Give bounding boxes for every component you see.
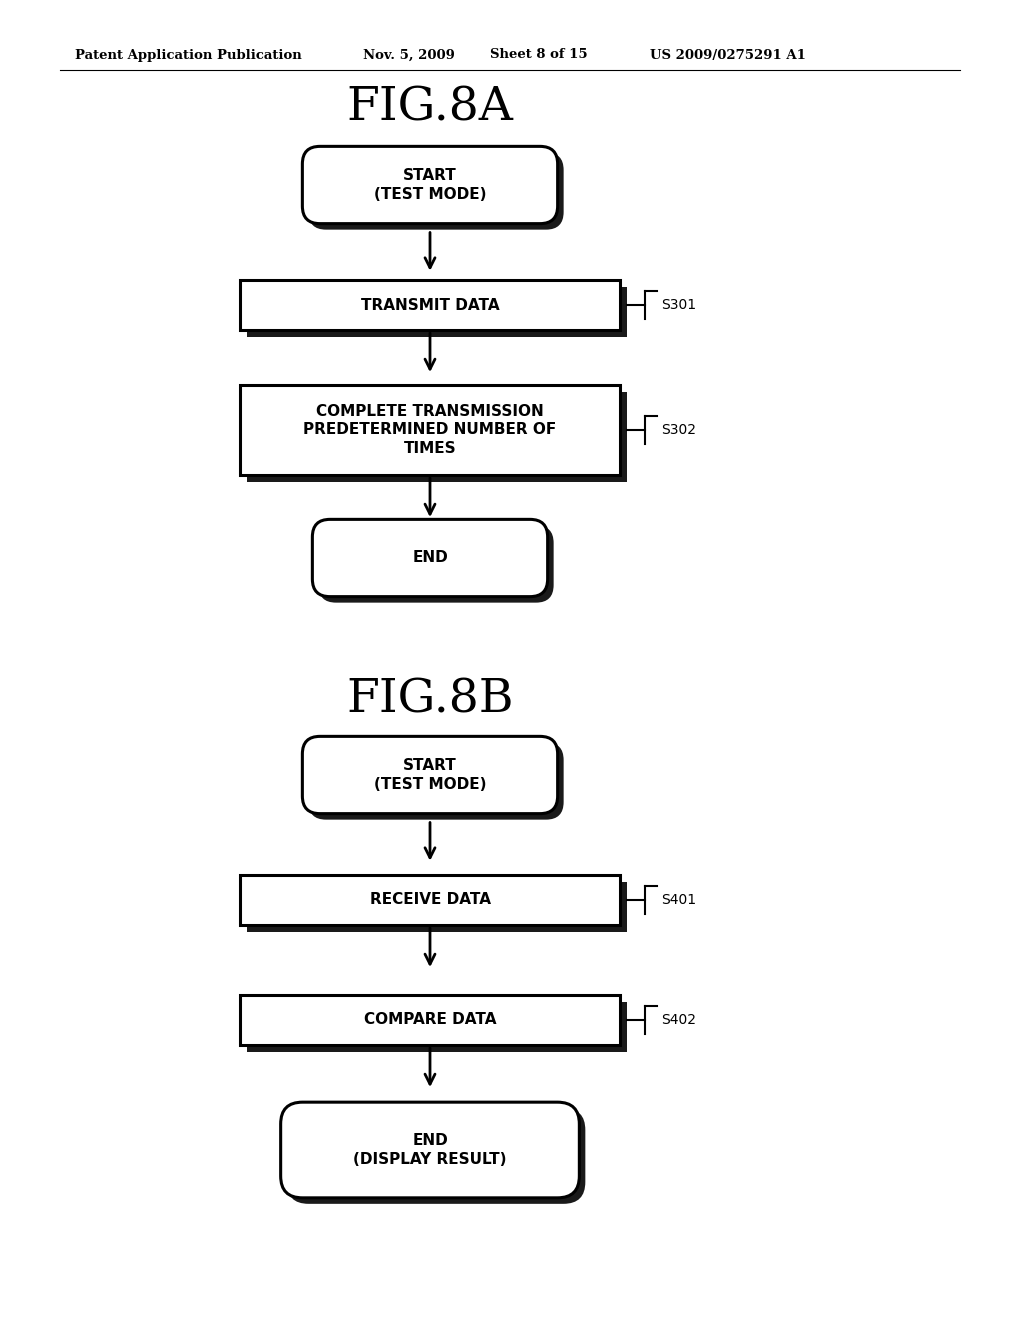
Text: RECEIVE DATA: RECEIVE DATA (370, 892, 490, 908)
Bar (240, 875, 620, 925)
FancyBboxPatch shape (287, 1109, 586, 1204)
Bar (247, 286, 627, 337)
Text: S402: S402 (662, 1012, 696, 1027)
Text: S401: S401 (662, 894, 696, 907)
FancyBboxPatch shape (318, 525, 554, 603)
Text: FIG.8A: FIG.8A (346, 86, 513, 131)
FancyBboxPatch shape (308, 742, 563, 820)
FancyBboxPatch shape (302, 737, 558, 813)
Bar (247, 882, 627, 932)
FancyBboxPatch shape (281, 1102, 580, 1197)
FancyBboxPatch shape (308, 152, 563, 230)
Text: Sheet 8 of 15: Sheet 8 of 15 (490, 49, 588, 62)
Bar (247, 392, 627, 482)
Text: US 2009/0275291 A1: US 2009/0275291 A1 (650, 49, 806, 62)
Bar (240, 385, 620, 475)
Text: Nov. 5, 2009: Nov. 5, 2009 (362, 49, 455, 62)
Text: FIG.8B: FIG.8B (346, 677, 514, 722)
Text: S302: S302 (662, 422, 696, 437)
Text: S301: S301 (662, 298, 696, 312)
Text: TRANSMIT DATA: TRANSMIT DATA (360, 297, 500, 313)
Text: START
(TEST MODE): START (TEST MODE) (374, 758, 486, 792)
Bar (247, 1002, 627, 1052)
Bar (240, 280, 620, 330)
FancyBboxPatch shape (312, 519, 548, 597)
Text: COMPARE DATA: COMPARE DATA (364, 1012, 497, 1027)
Text: END
(DISPLAY RESULT): END (DISPLAY RESULT) (353, 1133, 507, 1167)
FancyBboxPatch shape (302, 147, 558, 223)
Text: COMPLETE TRANSMISSION
PREDETERMINED NUMBER OF
TIMES: COMPLETE TRANSMISSION PREDETERMINED NUMB… (303, 404, 557, 457)
Text: START
(TEST MODE): START (TEST MODE) (374, 168, 486, 202)
Text: END: END (412, 550, 447, 565)
Bar (240, 995, 620, 1045)
Text: Patent Application Publication: Patent Application Publication (75, 49, 302, 62)
